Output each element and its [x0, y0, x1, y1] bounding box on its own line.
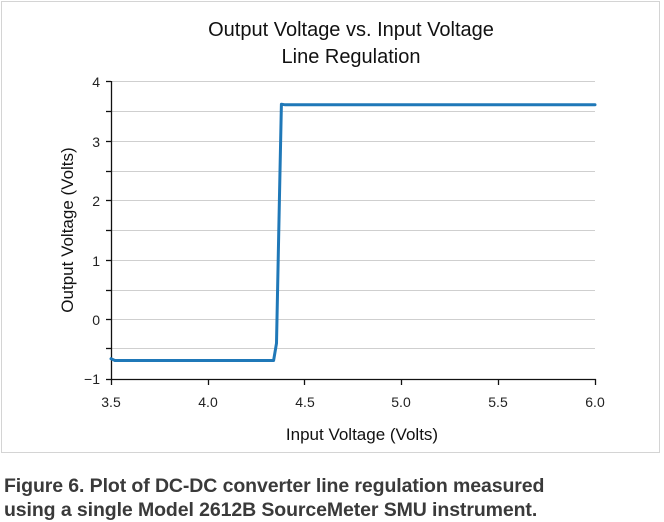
y-tick-label: 3	[92, 134, 100, 150]
axes	[106, 80, 597, 385]
chart-title: Output Voltage vs. Input Voltage	[208, 19, 494, 41]
y-tick-label: 1	[92, 253, 100, 269]
x-tick-label: 6.0	[585, 394, 605, 410]
line-chart: Output Voltage vs. Input Voltage Line Re…	[58, 19, 605, 444]
series-line-output-voltage	[109, 102, 597, 362]
x-tick-label: 4.5	[295, 394, 315, 410]
y-tick-label: 2	[92, 193, 100, 209]
figure-caption: Figure 6. Plot of DC-DC converter line r…	[4, 474, 664, 522]
caption-line-1: Figure 6. Plot of DC-DC converter line r…	[4, 475, 545, 497]
gridlines	[112, 81, 595, 349]
caption-line-2: using a single Model 2612B SourceMeter S…	[4, 499, 538, 521]
x-tick-label: 4.0	[198, 394, 218, 410]
y-axis-label: Output Voltage (Volts)	[58, 147, 77, 312]
y-tick-label: −1	[84, 371, 100, 387]
x-tick-labels: 3.5 4.0 4.5 5.0 5.5 6.0	[101, 394, 605, 410]
x-tick-label: 3.5	[101, 394, 121, 410]
y-tick-labels: 4 3 2 1 0 −1	[84, 74, 100, 387]
x-tick-label: 5.0	[391, 394, 411, 410]
chart-frame	[1, 1, 660, 453]
chart-subtitle: Line Regulation	[282, 46, 421, 68]
y-tick-label: 0	[92, 312, 100, 328]
y-tick-label: 4	[92, 74, 100, 90]
x-tick-label: 5.5	[488, 394, 508, 410]
x-axis-label: Input Voltage (Volts)	[286, 425, 438, 444]
